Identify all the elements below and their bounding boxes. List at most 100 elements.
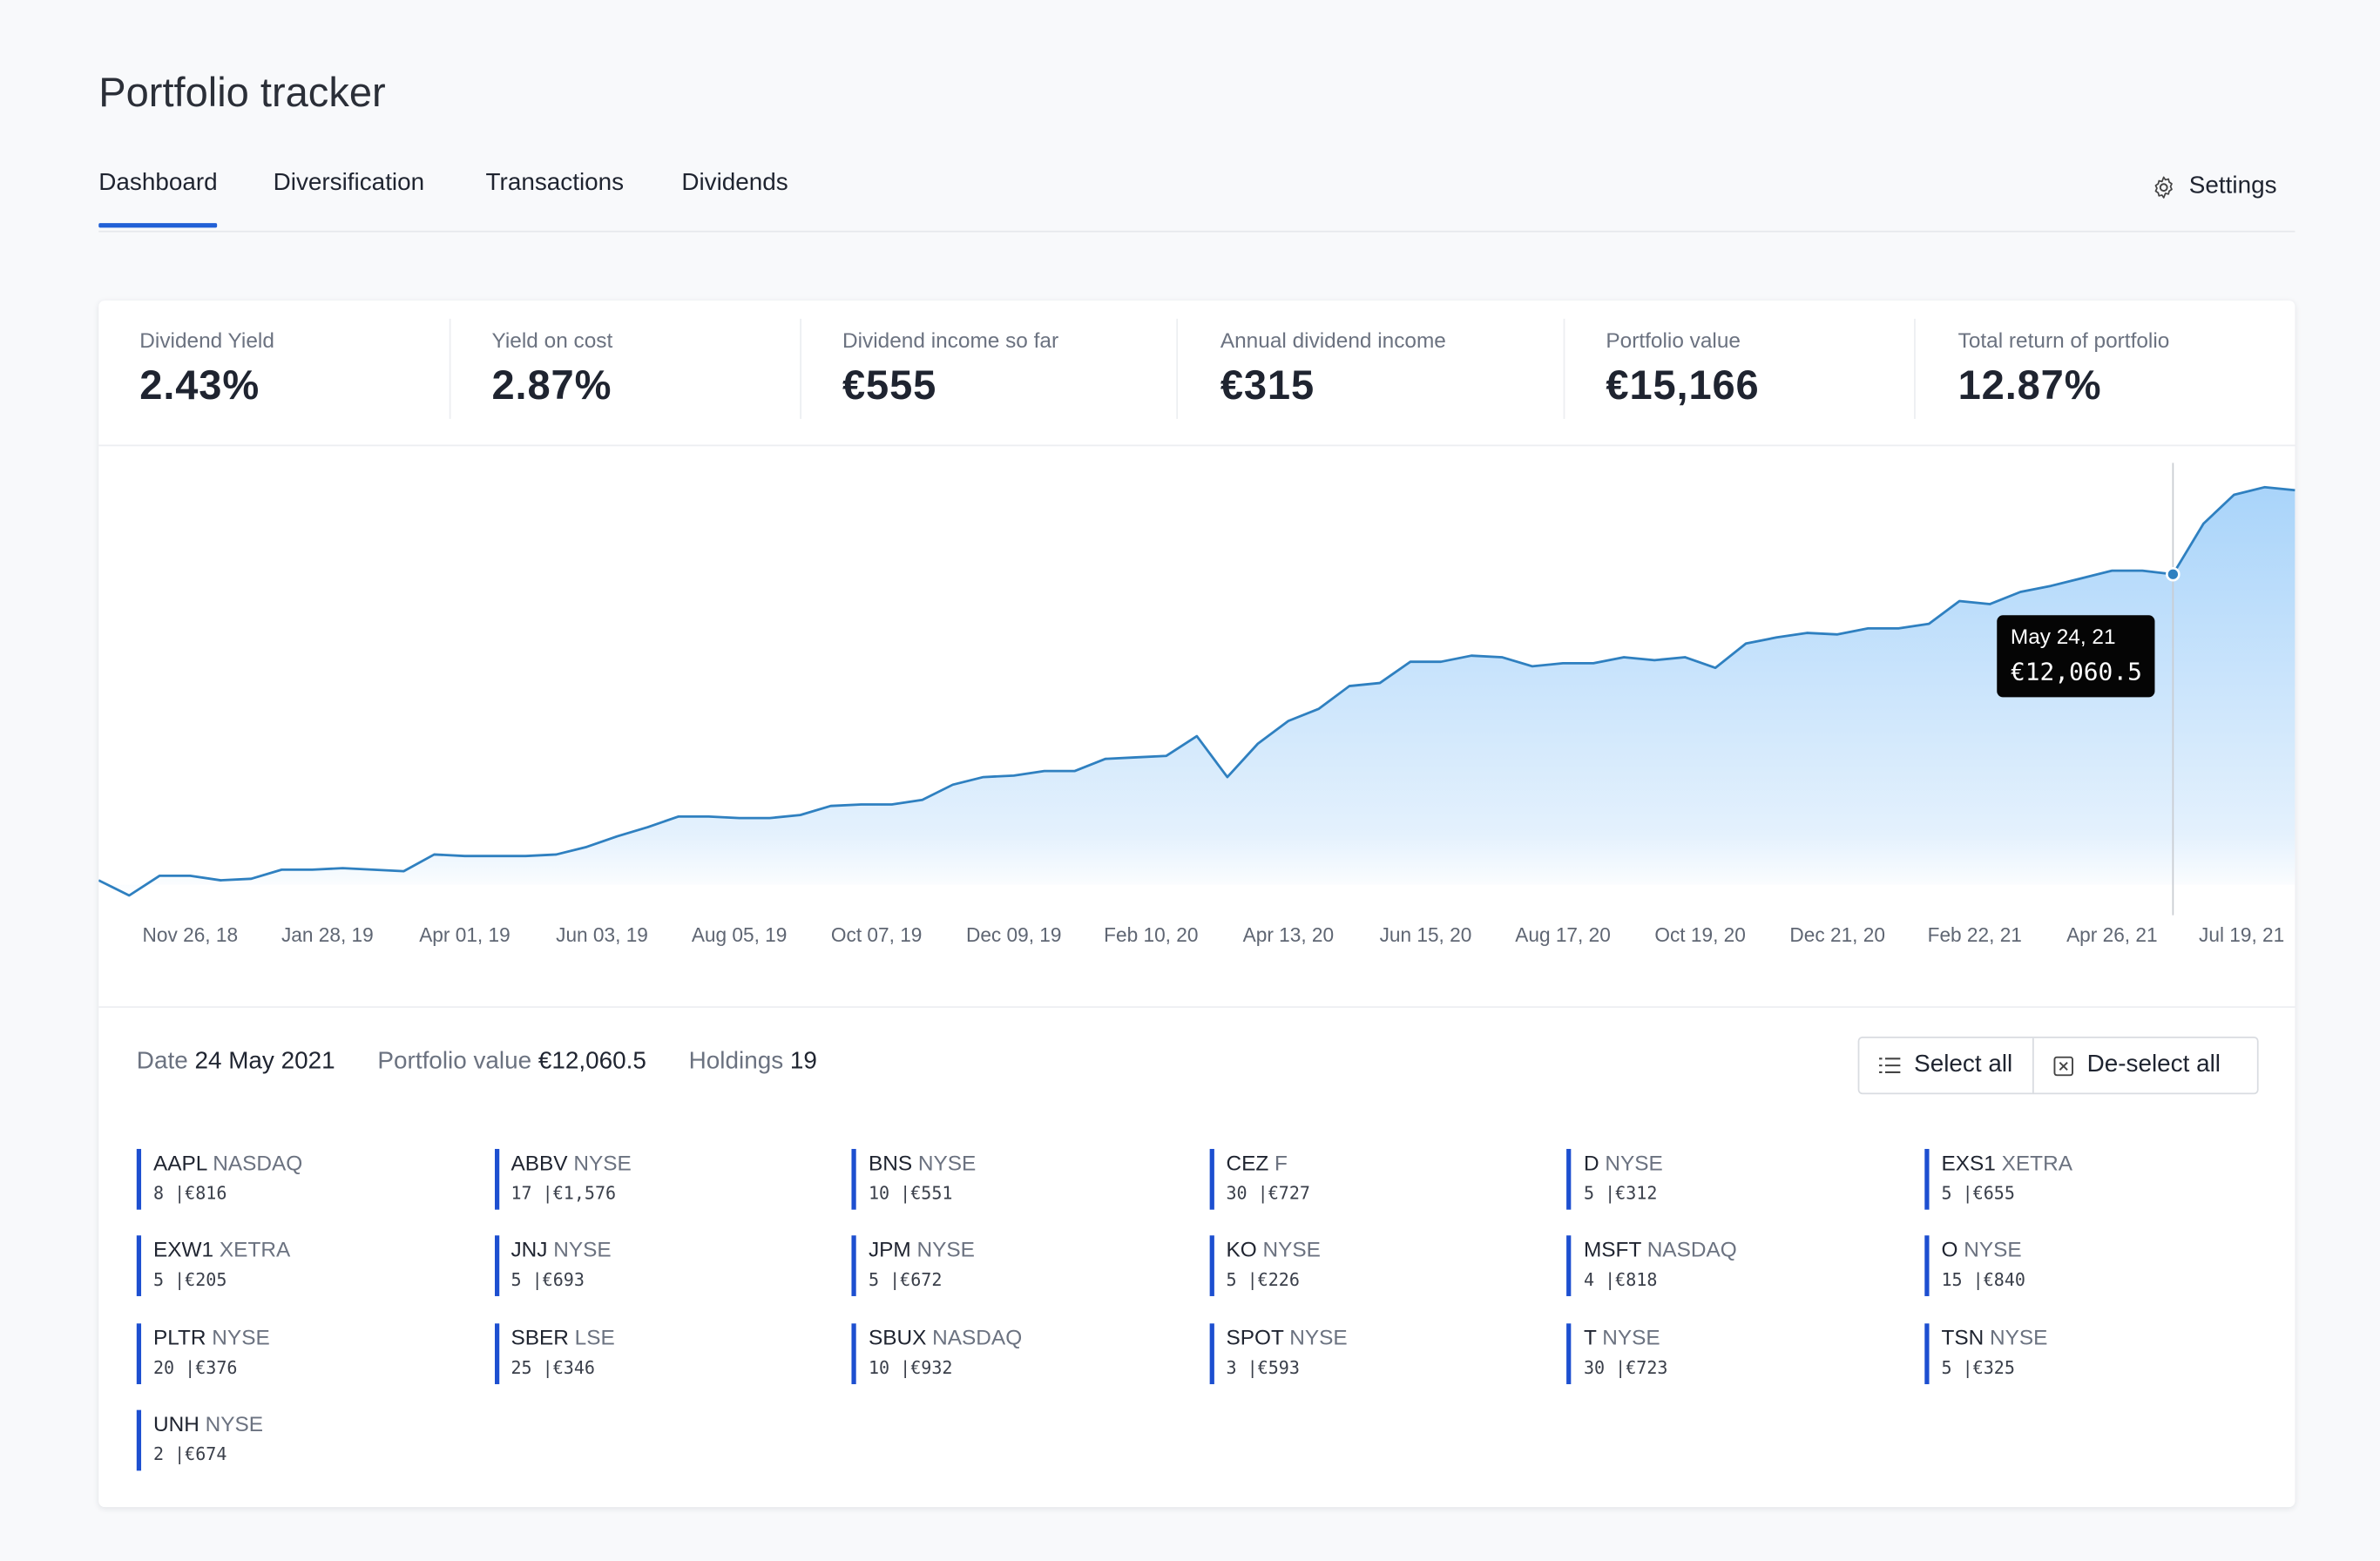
- selection-item: Portfolio value €12,060.5: [377, 1049, 646, 1076]
- ticker: PLTR: [152, 1324, 206, 1349]
- exchange: NYSE: [1289, 1324, 1348, 1349]
- exchange: NASDAQ: [1646, 1237, 1737, 1262]
- selection-info: Date 24 May 2021 Portfolio value €12,060.…: [137, 1049, 817, 1076]
- holding[interactable]: MSFT NASDAQ 4 |€818: [1566, 1235, 1901, 1297]
- holding[interactable]: SBUX NASDAQ 10 |€932: [851, 1322, 1186, 1384]
- holding-title: PLTR NYSE: [153, 1323, 470, 1352]
- ticker: AAPL: [152, 1150, 207, 1175]
- divider: [98, 1006, 2295, 1008]
- settings-button[interactable]: Settings: [2151, 172, 2277, 200]
- position: 10 |€932: [868, 1356, 953, 1378]
- holding-title: ABBV NYSE: [510, 1149, 828, 1178]
- stat: Annual dividend income €315: [1220, 328, 1446, 409]
- ticker: UNH: [152, 1411, 199, 1436]
- holding-title: KO NYSE: [1226, 1236, 1543, 1265]
- tooltip-box: [1997, 615, 2155, 698]
- gear-icon: [2154, 175, 2174, 198]
- holding-title: AAPL NASDAQ: [153, 1149, 470, 1178]
- selection-item: Date 24 May 2021: [137, 1049, 335, 1076]
- area: [98, 487, 2295, 895]
- holding-title: T NYSE: [1584, 1323, 1901, 1352]
- tooltip-value: €12,060.5: [2011, 658, 2142, 686]
- holding[interactable]: KO NYSE 5 |€226: [1209, 1235, 1543, 1297]
- selection-label: Date: [136, 1048, 188, 1075]
- x-tick-label: Oct 07, 19: [831, 923, 922, 946]
- exchange: NYSE: [1605, 1150, 1663, 1175]
- holding[interactable]: AAPL NASDAQ 8 |€816: [136, 1148, 470, 1210]
- holding-title: SPOT NYSE: [1226, 1323, 1543, 1352]
- holding[interactable]: SBER LSE 25 |€346: [494, 1322, 828, 1384]
- ticker: EXS1: [1941, 1150, 1996, 1175]
- tab[interactable]: Dividends: [681, 170, 788, 196]
- tab[interactable]: Transactions: [485, 170, 625, 196]
- holding[interactable]: D NYSE 5 |€312: [1566, 1148, 1901, 1210]
- position: 25 |€346: [510, 1356, 595, 1378]
- ticker: EXW1: [152, 1237, 214, 1262]
- selection-value: 24 May 2021: [194, 1048, 335, 1075]
- stat: Dividend income so far €555: [842, 328, 1058, 409]
- x-tick-label: Dec 09, 19: [966, 923, 1061, 946]
- select-all-button[interactable]: Select all: [1859, 1038, 2032, 1093]
- exchange: NASDAQ: [932, 1324, 1023, 1349]
- holding-title: SBER LSE: [510, 1323, 828, 1352]
- holding-title: UNH NYSE: [153, 1410, 470, 1439]
- position: 3 |€593: [1226, 1356, 1300, 1378]
- position: 30 |€727: [1226, 1182, 1310, 1204]
- holding[interactable]: UNH NYSE 2 |€674: [136, 1409, 470, 1471]
- stat-value: €315: [1220, 362, 1315, 409]
- hover-point: [2166, 566, 2181, 582]
- ticker: SPOT: [1226, 1324, 1284, 1349]
- holding[interactable]: TSN NYSE 5 |€325: [1924, 1322, 2258, 1384]
- holding-title: SBUX NASDAQ: [869, 1323, 1186, 1352]
- holding-title: CEZ F: [1226, 1149, 1543, 1178]
- holding[interactable]: EXW1 XETRA 5 |€205: [136, 1235, 470, 1297]
- holding[interactable]: EXS1 XETRA 5 |€655: [1924, 1148, 2258, 1210]
- position: 5 |€672: [868, 1269, 943, 1291]
- holding-title: EXW1 XETRA: [153, 1236, 470, 1265]
- holding[interactable]: ABBV NYSE 17 |€1,576: [494, 1148, 828, 1210]
- exchange: NYSE: [212, 1324, 270, 1349]
- ticker: JPM: [868, 1237, 911, 1262]
- stat-value: €15,166: [1606, 362, 1760, 409]
- stat-value: 12.87%: [1957, 362, 2102, 409]
- holding-title: D NYSE: [1584, 1149, 1901, 1178]
- x-tick-label: Aug 17, 20: [1515, 923, 1611, 946]
- deselect-all-button[interactable]: De-select all: [2032, 1037, 2241, 1093]
- holding-title: BNS NYSE: [869, 1149, 1186, 1178]
- exchange: NYSE: [1262, 1237, 1321, 1262]
- holding[interactable]: O NYSE 15 |€840: [1924, 1235, 2258, 1297]
- position: 5 |€655: [1941, 1182, 2015, 1204]
- holding[interactable]: T NYSE 30 |€723: [1566, 1322, 1901, 1384]
- ticker: JNJ: [510, 1237, 548, 1262]
- x-tick-label: Apr 01, 19: [419, 923, 510, 946]
- position: 5 |€205: [152, 1269, 227, 1291]
- dashboard-card: Dividend Yield 2.43% Yield on cost 2.87% Div…: [98, 300, 2295, 1508]
- stat: Yield on cost 2.87%: [492, 328, 613, 409]
- holding[interactable]: SPOT NYSE 3 |€593: [1209, 1322, 1543, 1384]
- x-tick-label: Jun 15, 20: [1380, 923, 1472, 946]
- tab[interactable]: Diversification: [273, 170, 425, 196]
- holding-title: JNJ NYSE: [510, 1236, 828, 1265]
- stat-label: Total return of portfolio: [1957, 328, 2170, 353]
- stat-value: €555: [842, 362, 937, 409]
- ticker: CEZ: [1226, 1150, 1269, 1175]
- ticker: MSFT: [1583, 1237, 1641, 1262]
- holding[interactable]: PLTR NYSE 20 |€376: [136, 1322, 470, 1384]
- holding[interactable]: CEZ F 30 |€727: [1209, 1148, 1543, 1210]
- holding[interactable]: BNS NYSE 10 |€551: [851, 1148, 1186, 1210]
- exchange: XETRA: [219, 1237, 291, 1262]
- selection-label: Holdings: [688, 1048, 784, 1075]
- stat-label: Dividend income so far: [842, 328, 1059, 353]
- stat: Portfolio value €15,166: [1606, 328, 1759, 409]
- stat: Dividend Yield 2.43%: [139, 328, 274, 409]
- x-tick-label: Jan 28, 19: [281, 923, 374, 946]
- holding[interactable]: JPM NYSE 5 |€672: [851, 1235, 1186, 1297]
- stat-label: Dividend Yield: [139, 328, 274, 353]
- tab[interactable]: Dashboard: [98, 170, 219, 228]
- holding[interactable]: JNJ NYSE 5 |€693: [494, 1235, 828, 1297]
- exchange: XETRA: [2001, 1150, 2072, 1175]
- settings-label: Settings: [2188, 172, 2277, 199]
- stat-divider: [1176, 318, 1179, 419]
- x-tick-label: Aug 05, 19: [692, 923, 788, 946]
- position: 4 |€818: [1583, 1269, 1658, 1291]
